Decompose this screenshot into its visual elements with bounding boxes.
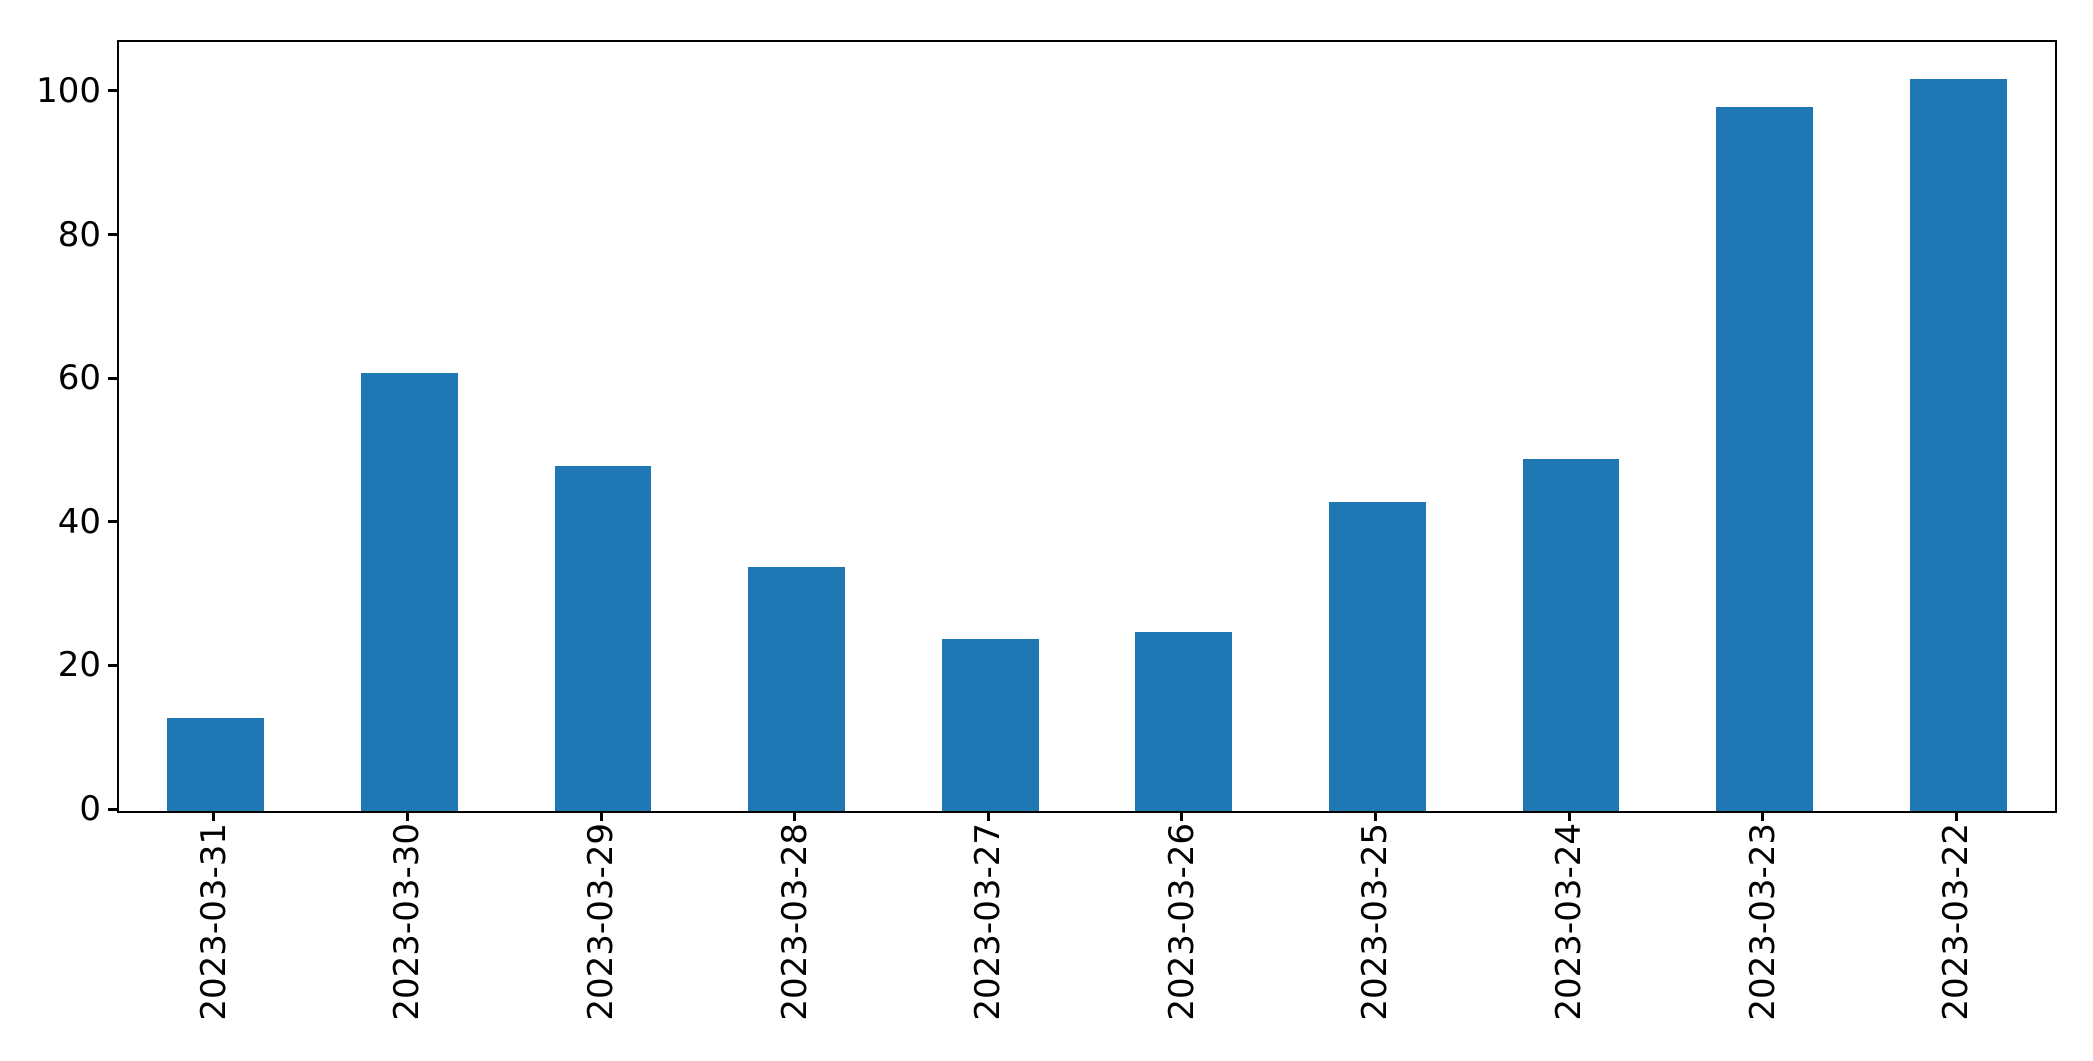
bar-2023-03-28 [748, 566, 845, 811]
bar-2023-03-23 [1716, 107, 1813, 811]
x-tick-label-wrap: 2023-03-24 [1549, 823, 1750, 1021]
x-tick-label-wrap: 2023-03-22 [1936, 823, 2093, 1021]
x-tick-label-wrap: 2023-03-31 [194, 823, 395, 1021]
y-tick-mark [108, 520, 117, 524]
x-tick-label-wrap: 2023-03-23 [1743, 823, 1944, 1021]
x-tick-label: 2023-03-27 [968, 822, 1009, 1021]
bar-2023-03-24 [1522, 459, 1620, 811]
bar-2023-03-31 [167, 717, 265, 811]
y-tick-label: 0 [79, 789, 101, 829]
bar-2023-03-26 [1135, 631, 1233, 811]
x-tick-mark [1373, 811, 1377, 821]
bar-2023-03-29 [554, 466, 652, 811]
x-tick-label-wrap: 2023-03-27 [968, 823, 1169, 1021]
y-tick-label: 40 [57, 501, 101, 542]
bar-2023-03-25 [1329, 502, 1426, 811]
x-tick-mark [793, 811, 797, 821]
bar-2023-03-27 [941, 638, 1039, 811]
x-tick-mark [599, 811, 603, 821]
x-tick-label-wrap: 2023-03-29 [581, 823, 782, 1021]
x-tick-label: 2023-03-31 [193, 822, 234, 1021]
x-tick-mark [1954, 811, 1958, 821]
y-tick-label: 80 [57, 214, 101, 255]
y-tick-label: 100 [36, 70, 101, 111]
y-tick-mark [108, 233, 117, 237]
x-tick-label: 2023-03-26 [1161, 822, 1202, 1021]
bar-2023-03-30 [361, 373, 458, 811]
x-tick-mark [1567, 811, 1571, 821]
y-tick-mark [108, 376, 117, 380]
x-tick-mark [212, 811, 216, 821]
y-tick-mark [108, 663, 117, 667]
x-tick-label: 2023-03-29 [581, 822, 621, 1021]
x-tick-mark [1180, 811, 1184, 821]
x-tick-label-wrap: 2023-03-26 [1162, 823, 1363, 1021]
bar-2023-03-22 [1909, 78, 2007, 811]
y-tick-label: 20 [57, 645, 101, 686]
x-tick-label: 2023-03-22 [1936, 822, 1977, 1021]
x-tick-label: 2023-03-23 [1742, 822, 1783, 1021]
x-tick-label: 2023-03-25 [1355, 822, 1396, 1021]
y-tick-mark [108, 807, 117, 811]
x-tick-label-wrap: 2023-03-25 [1355, 823, 1556, 1021]
y-tick-mark [108, 89, 117, 93]
plot-area [117, 40, 2057, 813]
x-tick-mark [986, 811, 990, 821]
x-tick-label: 2023-03-30 [387, 822, 428, 1021]
x-tick-label: 2023-03-24 [1549, 822, 1589, 1021]
x-tick-label: 2023-03-28 [774, 822, 815, 1021]
x-tick-mark [1761, 811, 1765, 821]
x-tick-label-wrap: 2023-03-30 [387, 823, 588, 1021]
x-tick-mark [405, 811, 409, 821]
y-tick-label: 60 [57, 358, 101, 399]
x-tick-label-wrap: 2023-03-28 [775, 823, 976, 1021]
